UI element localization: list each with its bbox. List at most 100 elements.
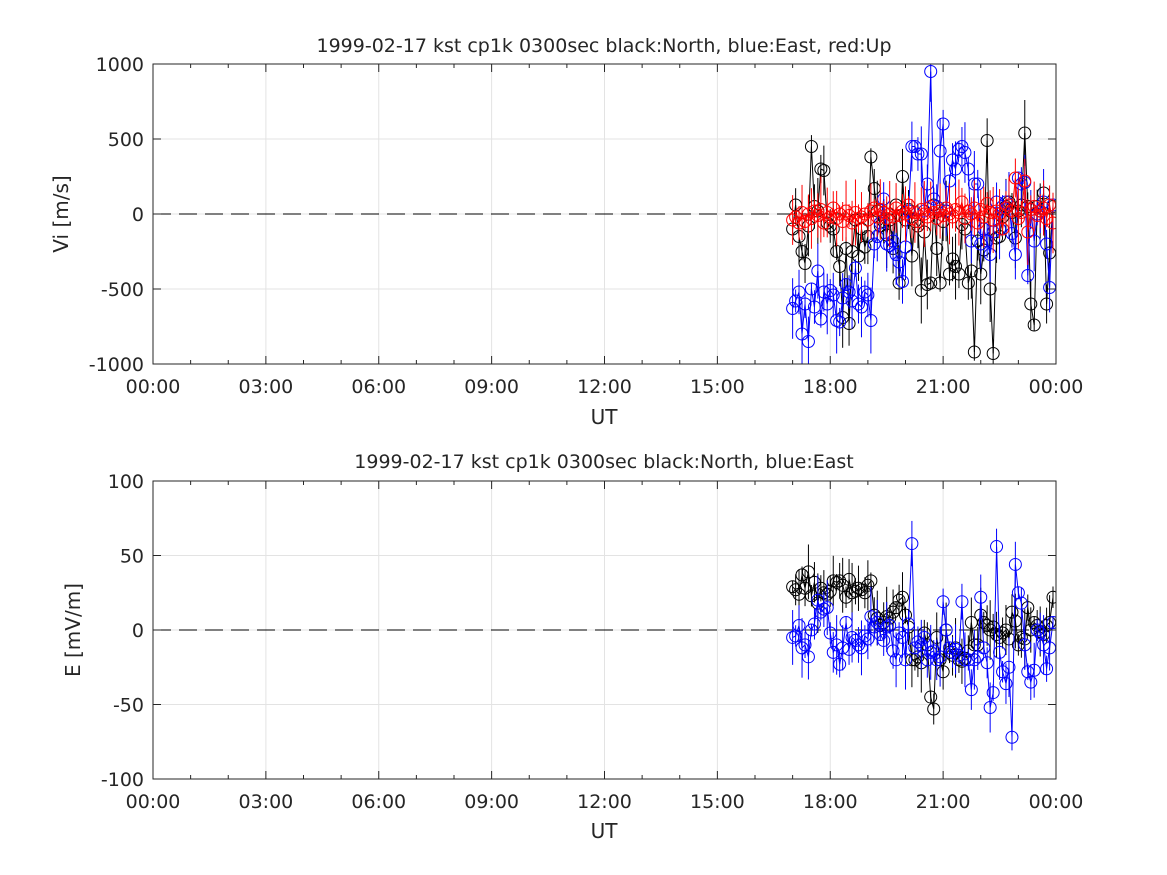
velocity-x-tick-label: 06:00 — [351, 376, 406, 398]
efield-panel: 00:00 03:00 06:00 09:00 12:00 15:00 18:00 21:00… — [61, 451, 1083, 843]
efield-x-tick-label: 00:00 — [126, 791, 181, 813]
velocity-series-up-point — [814, 203, 828, 216]
velocity-series-up-point — [880, 212, 894, 225]
velocity-series-east-point — [949, 162, 963, 176]
velocity-series-up-point — [996, 222, 1010, 236]
velocity-series-east-point — [823, 284, 837, 297]
velocity-series-up-point — [795, 206, 809, 219]
efield-series-north-point — [924, 690, 938, 704]
velocity-series-up-point — [1030, 209, 1044, 222]
efield-axes: 00:00 03:00 06:00 09:00 12:00 15:00 18:00 21:00… — [101, 471, 1084, 813]
velocity-axes: 00:00 03:00 06:00 09:00 12:00 15:00 18:00 21:00… — [89, 54, 1084, 398]
efield-series-north-point — [833, 574, 847, 588]
velocity-series-east-point — [786, 302, 800, 315]
efield-series-north-point — [842, 572, 856, 586]
velocity-series-east-point — [792, 285, 806, 299]
efield-series-north-point — [801, 565, 815, 579]
velocity-series-east-point — [811, 264, 825, 278]
efield-series-east-point — [804, 623, 818, 637]
velocity-series-east-point — [1008, 248, 1022, 261]
efield-series-north-point — [848, 584, 862, 598]
velocity-series-up-point — [917, 207, 931, 221]
efield-series-east-point — [895, 630, 909, 644]
velocity-series-north-point — [1018, 126, 1032, 140]
velocity-series-north-point — [933, 276, 947, 290]
efield-series-north-point — [1046, 590, 1056, 604]
velocity-series-up-point — [1011, 212, 1025, 225]
velocity-series-up-point — [958, 212, 972, 225]
efield-series-east-point — [958, 653, 972, 667]
efield-series-north-point — [789, 583, 803, 597]
efield-series-east-point — [851, 638, 865, 652]
velocity-series-east-point — [858, 285, 872, 299]
efield-series-east-point — [905, 537, 919, 551]
velocity-series-up-point — [833, 207, 847, 221]
velocity-series-north-point — [817, 164, 831, 177]
velocity-series-up-point — [801, 207, 815, 221]
efield-series-north-point — [830, 575, 844, 589]
efield-series-east-point — [902, 617, 916, 631]
velocity-series-north-point — [804, 140, 818, 153]
velocity-y-tick-label: -500 — [101, 279, 144, 301]
velocity-series-north-point — [851, 249, 865, 263]
velocity-series-north-point — [946, 252, 960, 266]
efield-series-north-point — [899, 608, 912, 622]
velocity-series-east-point — [833, 315, 847, 329]
efield-series-east-point — [1002, 660, 1016, 674]
efield-series-east-point — [999, 677, 1013, 691]
velocity-series-up-point — [967, 201, 981, 215]
velocity-series-east-point — [854, 300, 868, 314]
velocity-series-up-point — [786, 213, 800, 227]
efield-series-east-point — [993, 645, 1007, 659]
velocity-series-east-point — [804, 282, 818, 296]
velocity-series-up-point — [842, 209, 856, 222]
velocity-series-east-point — [801, 335, 815, 348]
efield-series-east-point — [811, 593, 825, 607]
efield-series-group — [786, 520, 1056, 751]
efield-series-east-point — [801, 650, 815, 664]
velocity-series-up-point — [858, 207, 872, 221]
efield-series-east-point — [899, 653, 912, 667]
velocity-series-north-point — [858, 240, 872, 254]
velocity-series-east-point — [936, 117, 950, 131]
efield-series-north-point — [980, 619, 994, 633]
velocity-series-up-point — [804, 212, 818, 225]
efield-series-north-point — [895, 590, 909, 604]
velocity-series-up-point — [899, 207, 912, 221]
velocity-series-up-point — [999, 201, 1013, 215]
velocity-series-east-point — [826, 288, 840, 302]
velocity-series-north-point — [964, 264, 978, 278]
velocity-series-east-point — [820, 297, 834, 311]
efield-series-east-point — [877, 633, 891, 647]
velocity-series-east-point — [830, 314, 844, 327]
velocity-series-north-point — [924, 276, 938, 290]
velocity-series-up-point — [886, 210, 900, 224]
velocity-series-up-point — [946, 210, 960, 224]
velocity-series-north-point — [961, 276, 975, 290]
efield-x-tick-label: 03:00 — [238, 791, 293, 813]
velocity-series-up-point — [955, 195, 969, 209]
efield-series-east-point — [971, 650, 985, 664]
efield-series-east-point — [795, 641, 809, 655]
efield-series-east-point — [1011, 586, 1025, 600]
efield-series-east-point — [798, 638, 812, 652]
efield-series-east-point — [830, 638, 844, 652]
efield-series-east-point — [943, 641, 957, 655]
efield-series-east-point — [936, 595, 950, 609]
velocity-series-up-point — [1014, 206, 1028, 219]
velocity-series-east-point — [933, 144, 947, 158]
efield-series-east-point — [961, 653, 975, 667]
efield-series-east-point — [977, 641, 991, 655]
efield-series-east-point — [858, 629, 872, 643]
velocity-x-tick-label: 18:00 — [803, 376, 858, 398]
velocity-series-north-point — [839, 242, 853, 255]
velocity-y-tick-label: 0 — [132, 204, 144, 226]
efield-series-north-point — [1008, 614, 1022, 628]
velocity-series-up-point — [823, 210, 837, 224]
efield-series-east-point — [1027, 663, 1041, 677]
efield-x-tick-label: 09:00 — [464, 791, 519, 813]
efield-series-north-point — [1005, 605, 1019, 619]
velocity-series-north-point — [1024, 297, 1038, 311]
velocity-series-up-point — [1040, 212, 1054, 225]
